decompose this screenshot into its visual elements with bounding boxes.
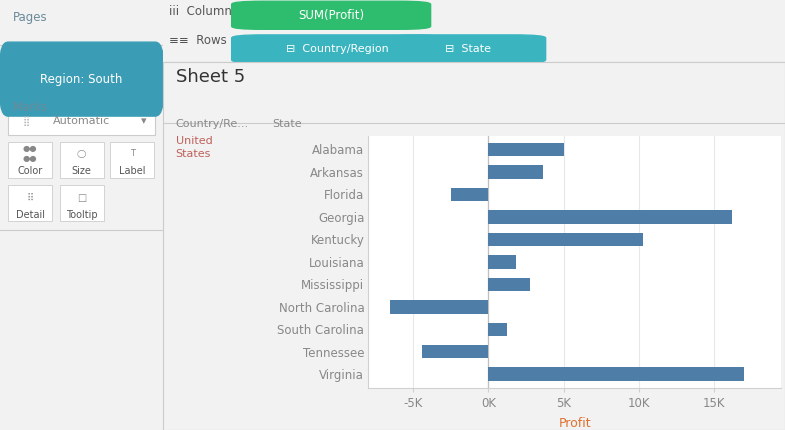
Bar: [488, 368, 744, 381]
Bar: [451, 187, 488, 201]
Text: Filters: Filters: [13, 47, 49, 60]
Text: Marks: Marks: [13, 101, 49, 114]
Text: ≡≡  Rows: ≡≡ Rows: [170, 34, 227, 47]
FancyBboxPatch shape: [8, 185, 53, 221]
Text: State: State: [272, 120, 301, 129]
Text: ▾: ▾: [141, 116, 147, 126]
Text: Automatic: Automatic: [53, 116, 110, 126]
Text: ⊟  Country/Region: ⊟ Country/Region: [286, 44, 389, 54]
Bar: [488, 143, 564, 156]
Text: iii  Columns: iii Columns: [170, 5, 239, 18]
Text: United: United: [176, 136, 213, 146]
Bar: [422, 345, 488, 359]
Text: Color: Color: [17, 166, 43, 176]
FancyBboxPatch shape: [232, 35, 443, 63]
Text: ⣿: ⣿: [23, 116, 30, 126]
Text: Region: South: Region: South: [41, 73, 122, 86]
Bar: [488, 210, 732, 224]
Text: Tooltip: Tooltip: [66, 210, 97, 220]
Text: Pages: Pages: [13, 11, 48, 24]
FancyBboxPatch shape: [8, 108, 155, 135]
FancyBboxPatch shape: [0, 42, 163, 116]
Bar: [488, 277, 530, 291]
Bar: [488, 255, 516, 269]
Text: □: □: [77, 193, 86, 203]
Text: ◯: ◯: [77, 149, 86, 158]
FancyBboxPatch shape: [232, 1, 431, 29]
X-axis label: Profit: Profit: [558, 417, 591, 430]
FancyBboxPatch shape: [110, 142, 155, 178]
FancyBboxPatch shape: [60, 185, 104, 221]
Text: ⠿: ⠿: [27, 193, 34, 203]
Text: SUM(Profit): SUM(Profit): [298, 9, 364, 22]
Text: ●●
●●: ●● ●●: [23, 144, 38, 163]
Text: T: T: [130, 149, 135, 158]
FancyBboxPatch shape: [390, 35, 546, 63]
Bar: [390, 300, 488, 313]
Text: States: States: [176, 149, 211, 159]
Text: Detail: Detail: [16, 210, 45, 220]
Text: Country/Re...: Country/Re...: [176, 120, 249, 129]
Bar: [488, 322, 507, 336]
Text: Label: Label: [119, 166, 145, 176]
Text: Size: Size: [71, 166, 92, 176]
FancyBboxPatch shape: [8, 142, 53, 178]
Bar: [488, 165, 543, 178]
Bar: [488, 233, 643, 246]
Text: ⊟  State: ⊟ State: [445, 44, 491, 54]
Text: Sheet 5: Sheet 5: [176, 68, 245, 86]
FancyBboxPatch shape: [60, 142, 104, 178]
